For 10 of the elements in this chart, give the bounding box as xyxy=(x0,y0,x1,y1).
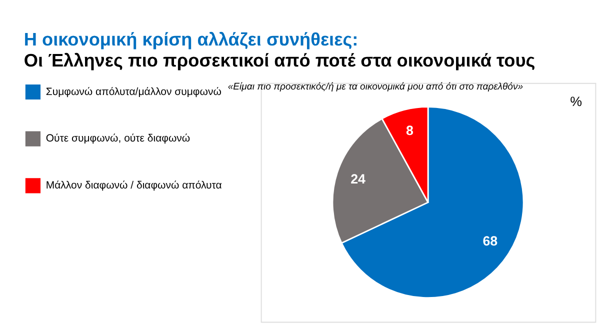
legend-label: Συμφωνώ απόλυτα/μάλλον συμφωνώ xyxy=(46,86,222,98)
text: «Είμαι πιο προσεκτικός/ή με τα οικονομικά μου από ότι στο παρελθόν» xyxy=(228,82,524,93)
chart-subtitle: Οι Έλληνες πιο προσεκτικοί από ποτέ στα οικονομικά τους xyxy=(24,50,536,71)
legend-label: Ούτε συμφωνώ, ούτε διαφωνώ xyxy=(46,132,190,145)
text: % xyxy=(570,94,582,109)
legend-label: Μάλλον διαφωνώ / διαφωνώ απόλυτα xyxy=(46,179,222,192)
data-label: 68 xyxy=(482,234,498,249)
chart-title: Η οικονομική κρίση αλλάζει συνήθειες: xyxy=(24,30,358,50)
data-label: 24 xyxy=(350,171,366,186)
data-label: 8 xyxy=(406,122,414,138)
